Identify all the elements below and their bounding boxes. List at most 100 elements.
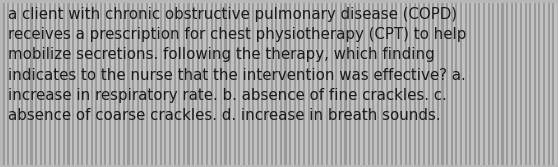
Bar: [531, 3, 534, 165]
Bar: [192, 3, 194, 165]
Bar: [97, 3, 100, 165]
Bar: [183, 3, 185, 165]
Bar: [492, 3, 494, 165]
Bar: [552, 3, 554, 165]
Bar: [28, 3, 31, 165]
Bar: [104, 3, 107, 165]
Bar: [335, 3, 338, 165]
Bar: [148, 3, 151, 165]
Bar: [157, 3, 160, 165]
Bar: [369, 3, 372, 165]
Bar: [114, 3, 116, 165]
Bar: [543, 3, 545, 165]
Bar: [513, 3, 516, 165]
Bar: [63, 3, 65, 165]
Bar: [349, 3, 351, 165]
Bar: [430, 3, 432, 165]
Bar: [300, 3, 303, 165]
Bar: [143, 3, 146, 165]
Bar: [9, 3, 12, 165]
Bar: [222, 3, 224, 165]
Bar: [411, 3, 413, 165]
Bar: [471, 3, 474, 165]
Bar: [201, 3, 204, 165]
Bar: [545, 3, 547, 165]
Bar: [35, 3, 37, 165]
Bar: [305, 3, 307, 165]
Bar: [185, 3, 187, 165]
Bar: [321, 3, 324, 165]
Bar: [160, 3, 162, 165]
Bar: [146, 3, 148, 165]
Bar: [365, 3, 368, 165]
Bar: [194, 3, 197, 165]
Bar: [153, 3, 155, 165]
Bar: [231, 3, 234, 165]
Bar: [432, 3, 434, 165]
Bar: [407, 3, 409, 165]
Bar: [49, 3, 51, 165]
Bar: [102, 3, 104, 165]
Bar: [386, 3, 388, 165]
Bar: [280, 3, 282, 165]
Bar: [427, 3, 430, 165]
Bar: [465, 3, 466, 165]
Bar: [58, 3, 60, 165]
Bar: [326, 3, 328, 165]
Bar: [511, 3, 513, 165]
Bar: [259, 3, 261, 165]
Bar: [51, 3, 54, 165]
Bar: [139, 3, 141, 165]
Bar: [257, 3, 259, 165]
Bar: [506, 3, 508, 165]
Bar: [455, 3, 458, 165]
Bar: [180, 3, 183, 165]
Bar: [224, 3, 227, 165]
Bar: [116, 3, 118, 165]
Bar: [538, 3, 541, 165]
Bar: [437, 3, 439, 165]
Bar: [275, 3, 277, 165]
Bar: [397, 3, 400, 165]
Bar: [68, 3, 70, 165]
Bar: [40, 3, 42, 165]
Bar: [127, 3, 129, 165]
Bar: [307, 3, 310, 165]
Bar: [448, 3, 451, 165]
Bar: [502, 3, 503, 165]
Bar: [19, 3, 21, 165]
Bar: [65, 3, 68, 165]
Bar: [263, 3, 266, 165]
Bar: [23, 3, 26, 165]
Bar: [72, 3, 74, 165]
Bar: [32, 3, 35, 165]
Bar: [554, 3, 557, 165]
Bar: [277, 3, 280, 165]
Bar: [499, 3, 502, 165]
Bar: [155, 3, 157, 165]
Bar: [441, 3, 444, 165]
Bar: [420, 3, 423, 165]
Bar: [165, 3, 166, 165]
Bar: [296, 3, 299, 165]
Bar: [462, 3, 465, 165]
Bar: [121, 3, 123, 165]
Bar: [425, 3, 427, 165]
Bar: [178, 3, 180, 165]
Bar: [206, 3, 208, 165]
Bar: [31, 3, 32, 165]
Bar: [79, 3, 81, 165]
Bar: [338, 3, 340, 165]
Bar: [273, 3, 275, 165]
Bar: [26, 3, 28, 165]
Bar: [204, 3, 206, 165]
Bar: [245, 3, 248, 165]
Bar: [536, 3, 538, 165]
Bar: [439, 3, 441, 165]
Bar: [522, 3, 525, 165]
Bar: [418, 3, 420, 165]
Bar: [12, 3, 14, 165]
Bar: [210, 3, 213, 165]
Bar: [503, 3, 506, 165]
Bar: [271, 3, 273, 165]
